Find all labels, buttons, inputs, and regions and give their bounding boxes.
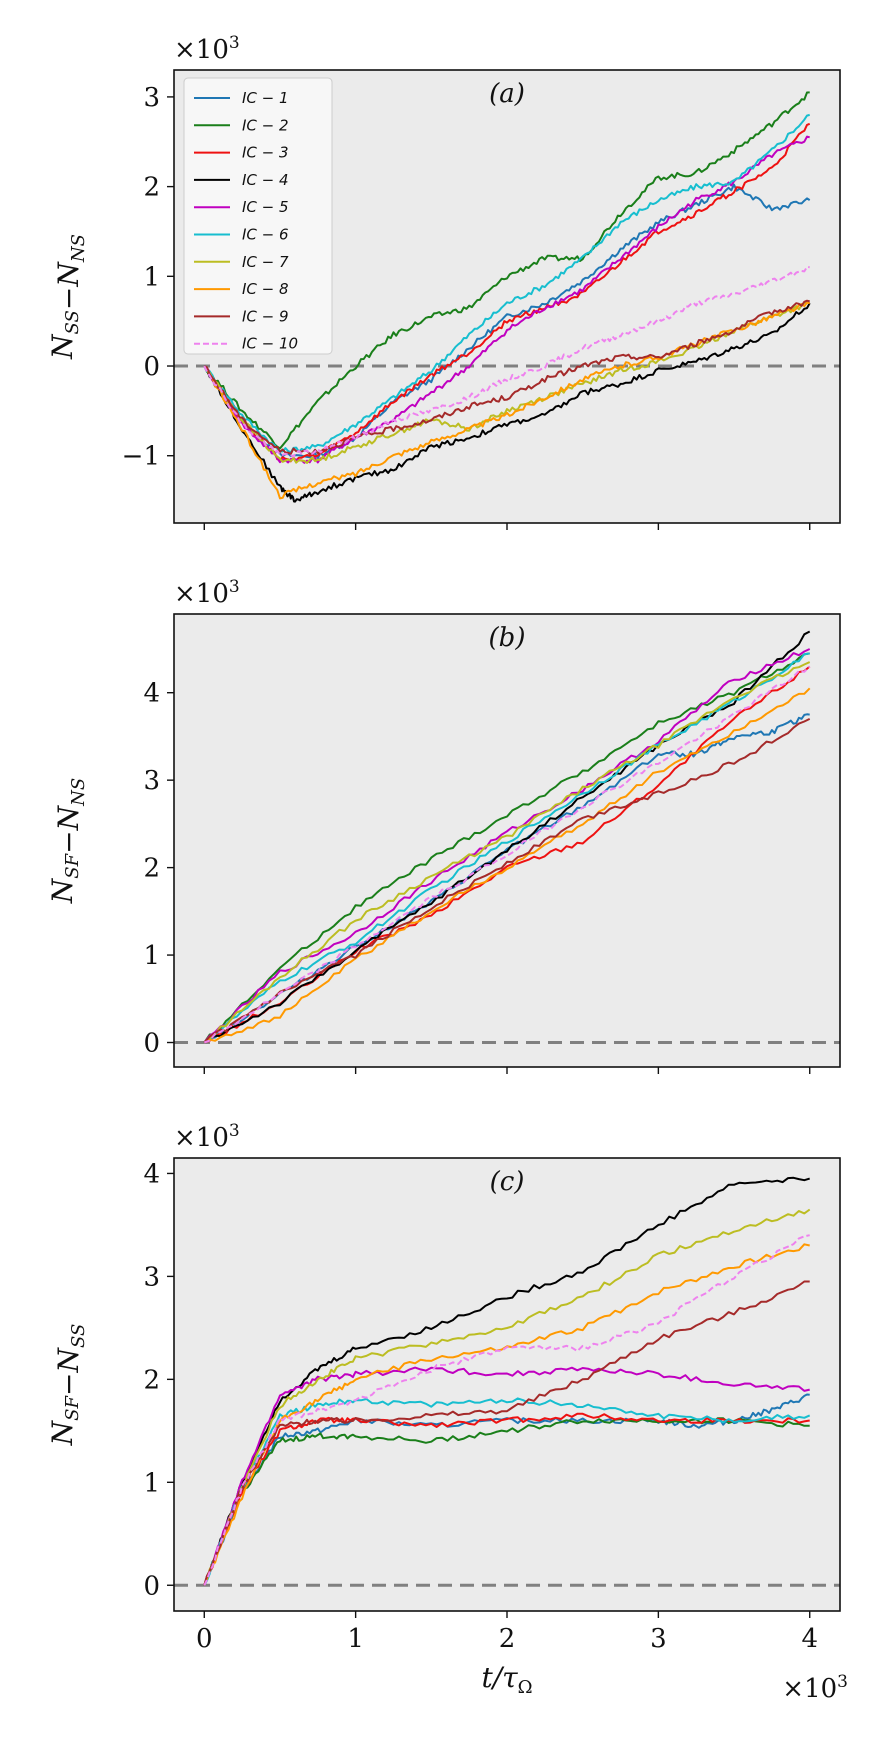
panel-label: (a) [489,79,525,109]
x-tick-label: 1 [347,1624,364,1654]
series-line-ic-10 [203,665,811,1044]
y-tick-label: 2 [143,173,160,203]
y-multiplier: ×103 [174,33,240,65]
series-line-ic-2 [203,652,810,1044]
legend-entry: IC − 6 [242,226,289,244]
series-line-ic-6 [203,113,810,454]
y-tick-label: 4 [143,1159,160,1189]
legend-entry: IC − 7 [242,253,289,271]
legend-entry: IC − 2 [242,116,289,134]
y-tick-label: 2 [143,1365,160,1395]
y-tick-label: 1 [143,262,160,292]
y-tick-label: 3 [143,766,160,796]
legend-entry: IC − 1 [242,89,289,107]
y-tick-label: 0 [143,1029,160,1059]
x-tick-label: 4 [801,1624,818,1654]
plot-background [174,614,840,1067]
series-line-ic-6 [203,1397,811,1586]
legend-box [183,77,333,355]
series-line-ic-10 [203,1234,810,1586]
x-tick-label: 3 [650,1624,667,1654]
series-line-ic-6 [203,652,810,1044]
series-line-ic-10 [203,265,810,458]
y-multiplier: ×103 [174,577,240,609]
legend-entry: IC − 10 [242,335,298,353]
legend-entry: IC − 8 [242,280,289,298]
y-tick-label: 0 [143,352,160,382]
y-tick-label: 1 [143,1468,160,1498]
series-line-ic-7 [203,1208,811,1586]
x-tick-label: 2 [499,1624,516,1654]
y-axis-label: NSS−NNS [46,234,89,360]
series-line-ic-7 [203,661,811,1044]
y-tick-label: 3 [143,83,160,113]
series-line-ic-7 [203,301,810,464]
legend-entry: IC − 4 [242,171,289,189]
panel-label: (c) [490,1167,525,1197]
series-line-ic-3 [203,122,811,463]
y-tick-label: 2 [143,854,160,884]
series-line-ic-8 [203,687,811,1044]
panel-2: 0 1 2 3 4 ×103 (b) NSF−NNS [46,577,841,1074]
legend: IC − 1 IC − 2 IC − 3 IC − 4 IC − 5 IC − 6 IC −… [183,77,333,355]
series-line-ic-4 [203,302,811,503]
y-tick-label: 0 [143,1571,160,1601]
y-tick-label: 1 [143,941,160,971]
series-line-ic-2 [203,1417,810,1586]
panel-label: (b) [489,623,526,653]
panel-3: 0 1 2 3 4 0 1 2 3 4 ×103 (c) NSF−NSS t/τΩ ×103 [46,1121,848,1704]
x-tick-label: 0 [196,1624,213,1654]
y-tick-label: 4 [143,679,160,709]
y-tick-label: −1 [122,442,160,472]
series-line-ic-2 [203,91,810,450]
y-axis-label: NSF−NNS [46,778,89,904]
y-tick-label: 3 [143,1262,160,1292]
series-line-ic-3 [203,1412,810,1586]
x-axis-label: t/τΩ [481,1661,532,1698]
series-line-ic-9 [203,717,811,1044]
series-line-ic-5 [203,1366,810,1586]
legend-entry: IC − 3 [242,144,289,162]
y-axis-label: NSF−NSS [46,1324,89,1447]
x-multiplier: ×103 [782,1672,848,1704]
series-line-ic-4 [203,1176,810,1586]
y-multiplier: ×103 [174,1121,240,1153]
legend-entry: IC − 5 [242,198,289,216]
legend-entry: IC − 9 [242,307,289,325]
